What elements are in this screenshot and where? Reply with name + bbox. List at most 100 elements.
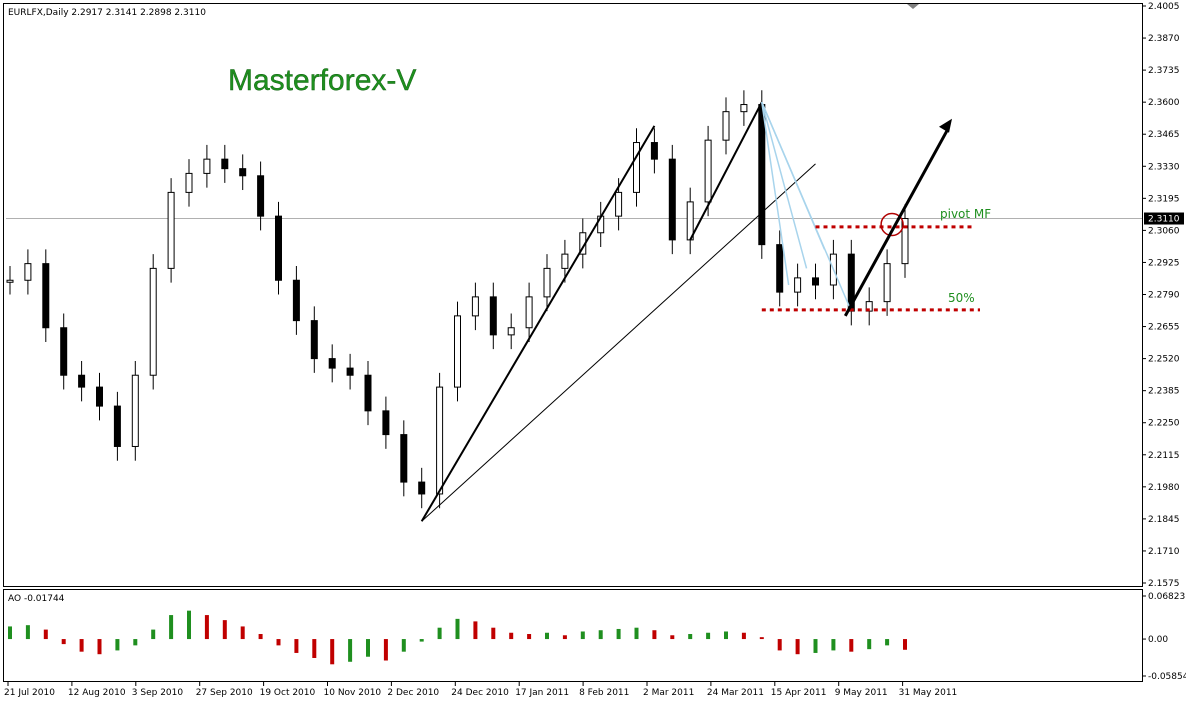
candle-body bbox=[328, 358, 336, 369]
ao-bar bbox=[419, 639, 424, 642]
candle-body bbox=[722, 111, 730, 141]
indicator-panel-frame bbox=[3, 589, 1143, 682]
y-tick-label: 2.3870 bbox=[1148, 34, 1180, 44]
y-tick-label: 2.2925 bbox=[1148, 258, 1180, 268]
ao-bar bbox=[240, 626, 245, 640]
x-tick-label: 2 Dec 2010 bbox=[387, 688, 439, 698]
pivot-annotation: pivot MF bbox=[940, 207, 991, 221]
ao-bar bbox=[509, 632, 514, 640]
ao-bar bbox=[8, 626, 12, 640]
ao-bar bbox=[294, 639, 299, 653]
ao-bar bbox=[849, 639, 854, 652]
y-tick-label: 2.3195 bbox=[1148, 194, 1180, 204]
ao-bar bbox=[25, 625, 30, 640]
candle-body bbox=[543, 267, 551, 298]
ao-bar bbox=[383, 639, 388, 661]
candle-body bbox=[167, 191, 175, 269]
candle-body bbox=[346, 367, 354, 376]
ao-bar bbox=[867, 639, 872, 650]
x-axis: 21 Jul 2010 12 Aug 2010 3 Sep 2010 27 Sep 2… bbox=[4, 682, 957, 698]
ao-bar bbox=[348, 639, 353, 662]
candle-body bbox=[400, 434, 408, 483]
x-tick-label: 24 Mar 2011 bbox=[707, 688, 764, 698]
ao-bar bbox=[562, 635, 567, 640]
ao-bar bbox=[759, 637, 764, 640]
candle-body bbox=[489, 296, 497, 336]
ao-bar bbox=[545, 632, 549, 640]
price-panel-frame bbox=[3, 3, 1143, 587]
candle-body bbox=[794, 277, 802, 293]
ao-tick-label: 0.06823 bbox=[1148, 592, 1185, 602]
y-tick-label: 2.3465 bbox=[1148, 130, 1180, 140]
current-price-label: 2.3110 bbox=[1148, 215, 1180, 225]
y-axis: 2.4005 2.3870 2.3735 2.3600 2.3465 2.3330 2.31… bbox=[1142, 2, 1184, 589]
ao-bar bbox=[187, 610, 191, 640]
candle-body bbox=[292, 279, 300, 322]
trendline-support bbox=[421, 163, 816, 522]
candle-body bbox=[561, 253, 569, 269]
ao-bar bbox=[222, 620, 227, 640]
x-tick-label: 17 Jan 2011 bbox=[515, 688, 569, 698]
ao-bar bbox=[455, 618, 460, 640]
fan-line bbox=[761, 101, 808, 269]
x-tick-label: 19 Oct 2010 bbox=[260, 688, 316, 698]
ao-bar bbox=[258, 634, 263, 640]
fan-line bbox=[761, 101, 852, 312]
ao-bar bbox=[151, 629, 156, 640]
candle-body bbox=[883, 263, 891, 303]
pivot-circle bbox=[880, 212, 904, 237]
candle-body bbox=[203, 158, 211, 174]
ao-bar bbox=[79, 639, 84, 652]
ao-bar bbox=[115, 639, 120, 651]
candle-body bbox=[382, 410, 390, 436]
candle-body bbox=[776, 244, 784, 293]
drawing-layer bbox=[420, 4, 980, 522]
candle-body bbox=[901, 218, 909, 265]
ao-bar bbox=[741, 632, 746, 640]
y-tick-label: 2.2250 bbox=[1148, 419, 1180, 429]
fifty-percent-annotation: 50% bbox=[948, 291, 975, 305]
candle-body bbox=[310, 320, 318, 360]
trendline-up bbox=[420, 125, 656, 522]
candle-body bbox=[615, 191, 623, 217]
ao-tick-label: -0.05854 bbox=[1148, 672, 1186, 682]
x-tick-label: 24 Dec 2010 bbox=[451, 688, 509, 698]
candle-body bbox=[758, 104, 766, 246]
arrow-head bbox=[939, 118, 952, 133]
ao-bar bbox=[204, 615, 209, 640]
y-tick-label: 2.2790 bbox=[1148, 291, 1180, 301]
candle-body bbox=[185, 172, 193, 193]
ao-bar bbox=[598, 630, 603, 640]
current-price-tag bbox=[1144, 212, 1184, 225]
candle-body bbox=[131, 374, 139, 447]
y-tick-label: 2.3600 bbox=[1148, 98, 1180, 108]
candle-body bbox=[418, 481, 426, 495]
ao-bar bbox=[795, 639, 800, 655]
ao-bar bbox=[97, 639, 102, 655]
y-tick-label: 2.2655 bbox=[1148, 323, 1180, 333]
ao-tick-label: 0.00 bbox=[1148, 635, 1168, 645]
y-tick-label: 2.1710 bbox=[1148, 547, 1180, 557]
ao-bar bbox=[473, 621, 478, 640]
ao-bar bbox=[366, 639, 370, 657]
ao-bar bbox=[724, 631, 728, 640]
candle-body bbox=[96, 386, 103, 407]
y-tick-label: 2.1845 bbox=[1148, 515, 1180, 525]
candle-body bbox=[257, 175, 265, 217]
candle-body bbox=[704, 139, 712, 203]
ao-bar bbox=[330, 639, 335, 665]
candle-body bbox=[471, 296, 479, 317]
ao-bar bbox=[276, 639, 281, 646]
x-tick-label: 27 Sep 2010 bbox=[196, 688, 253, 698]
ao-bar bbox=[903, 639, 907, 650]
candle-body bbox=[221, 158, 229, 170]
candle-body bbox=[113, 405, 121, 447]
x-tick-label: 8 Feb 2011 bbox=[579, 688, 629, 698]
shift-marker bbox=[907, 4, 919, 9]
y-tick-label: 2.2385 bbox=[1148, 387, 1180, 397]
candle-body bbox=[812, 277, 819, 286]
ao-bar bbox=[777, 639, 782, 651]
ao-bar bbox=[580, 631, 585, 640]
ao-label: AO -0.01744 bbox=[8, 594, 65, 604]
ao-bar bbox=[813, 639, 818, 653]
